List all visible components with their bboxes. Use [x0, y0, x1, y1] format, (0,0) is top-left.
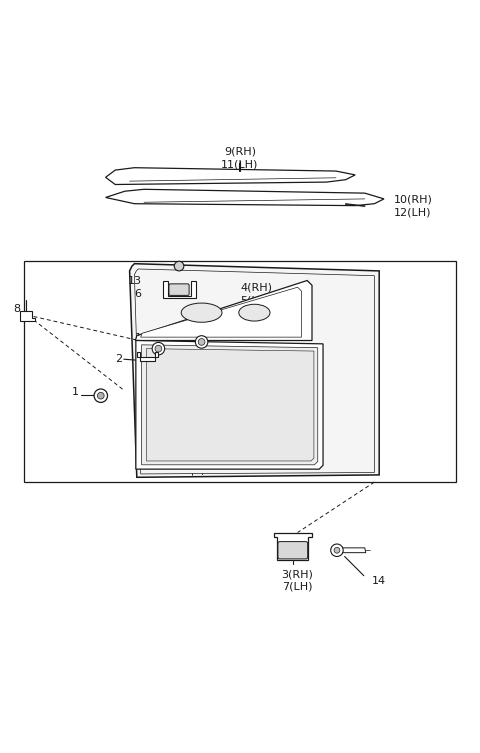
Text: 1: 1: [72, 387, 79, 397]
Circle shape: [97, 392, 104, 399]
Polygon shape: [141, 287, 301, 337]
Polygon shape: [142, 345, 318, 465]
Polygon shape: [106, 189, 384, 206]
Circle shape: [195, 336, 208, 348]
Text: 4(RH)
5(LH): 4(RH) 5(LH): [240, 282, 272, 305]
Polygon shape: [137, 352, 158, 361]
Circle shape: [331, 544, 343, 556]
Text: 10(RH)
12(LH): 10(RH) 12(LH): [394, 195, 432, 218]
Polygon shape: [135, 281, 312, 340]
Polygon shape: [341, 548, 366, 553]
Polygon shape: [163, 282, 196, 298]
Polygon shape: [130, 264, 379, 477]
Circle shape: [334, 547, 340, 553]
Ellipse shape: [239, 304, 270, 321]
Text: 2: 2: [115, 354, 122, 364]
Text: 14: 14: [372, 575, 386, 586]
Polygon shape: [274, 532, 312, 560]
FancyBboxPatch shape: [169, 284, 189, 295]
Text: 13: 13: [128, 276, 142, 286]
Text: 6: 6: [134, 289, 142, 299]
Polygon shape: [20, 311, 35, 322]
Polygon shape: [146, 349, 314, 461]
Text: 3(RH)
7(LH): 3(RH) 7(LH): [282, 569, 313, 592]
Polygon shape: [134, 269, 374, 474]
FancyBboxPatch shape: [278, 541, 308, 559]
Ellipse shape: [181, 303, 222, 322]
Circle shape: [155, 346, 162, 352]
Bar: [24, 261, 456, 482]
Circle shape: [152, 343, 165, 355]
Polygon shape: [136, 340, 323, 469]
Text: 8: 8: [13, 304, 20, 314]
Polygon shape: [106, 168, 355, 184]
Circle shape: [174, 261, 184, 271]
Text: 9(RH)
11(LH): 9(RH) 11(LH): [221, 147, 259, 169]
Circle shape: [198, 339, 205, 346]
Text: 15: 15: [135, 333, 149, 343]
Circle shape: [94, 389, 108, 402]
Text: 16: 16: [206, 328, 220, 337]
